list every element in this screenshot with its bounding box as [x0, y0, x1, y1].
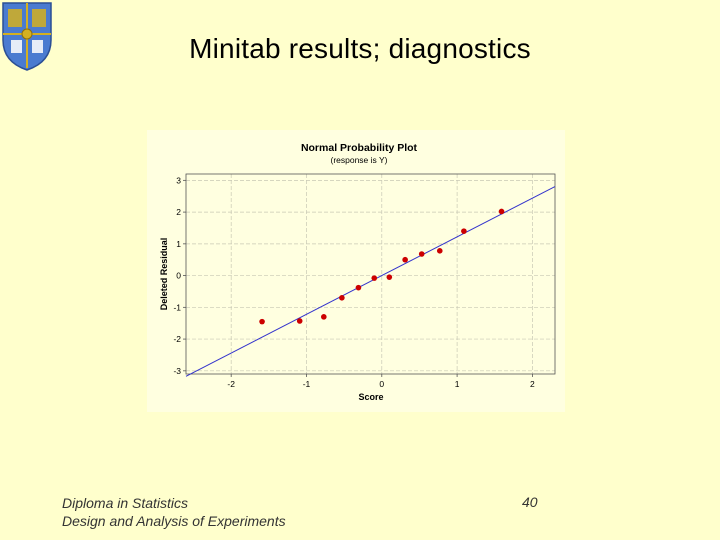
data-point	[371, 275, 378, 281]
y-tick-label: -1	[173, 302, 181, 312]
x-tick-label: -2	[227, 379, 235, 389]
y-axis-label: Deleted Residual	[159, 238, 169, 311]
y-tick-label: 0	[176, 271, 181, 281]
y-tick-label: -3	[173, 366, 181, 376]
y-tick-label: -2	[173, 334, 181, 344]
x-tick-label: 0	[379, 379, 384, 389]
university-crest-icon	[0, 0, 54, 72]
chart-title: Normal Probability Plot	[301, 142, 418, 154]
data-point	[321, 314, 327, 320]
plot-frame	[185, 173, 556, 375]
data-point	[418, 251, 425, 257]
data-point	[296, 318, 303, 324]
data-point	[402, 256, 408, 263]
x-tick-label: 2	[530, 379, 535, 389]
axis-ticks: -2 -1 0 1 2 -3 -2 -1 0 1 2 3	[173, 175, 535, 389]
chart-background	[147, 130, 565, 412]
data-point	[498, 208, 505, 215]
data-point	[461, 228, 467, 234]
y-tick-label: 1	[176, 239, 181, 249]
data-point	[339, 295, 345, 301]
data-point	[355, 284, 362, 291]
data-points	[259, 208, 505, 325]
data-point	[259, 318, 265, 325]
data-point	[436, 248, 443, 254]
normal-probability-plot: Normal Probability Plot (response is Y) …	[147, 130, 565, 412]
chart-svg: Normal Probability Plot (response is Y) …	[147, 130, 565, 412]
footer-course: Diploma in Statistics	[62, 495, 189, 511]
x-tick-label: -1	[303, 379, 311, 389]
reference-fit-line	[185, 186, 556, 377]
y-tick-label: 2	[176, 207, 181, 217]
y-tick-label: 3	[176, 175, 181, 185]
data-point	[386, 274, 393, 280]
chart-subtitle: (response is Y)	[330, 155, 387, 165]
x-axis-label: Score	[358, 392, 383, 402]
footer-module: Design and Analysis of Experiments	[62, 513, 286, 529]
footer: Diploma in Statistics Design and Analysi…	[62, 494, 286, 530]
slide-title: Minitab results; diagnostics	[189, 33, 531, 64]
grid-lines	[186, 174, 555, 374]
page-number: 40	[522, 494, 538, 510]
x-tick-label: 1	[455, 379, 460, 389]
